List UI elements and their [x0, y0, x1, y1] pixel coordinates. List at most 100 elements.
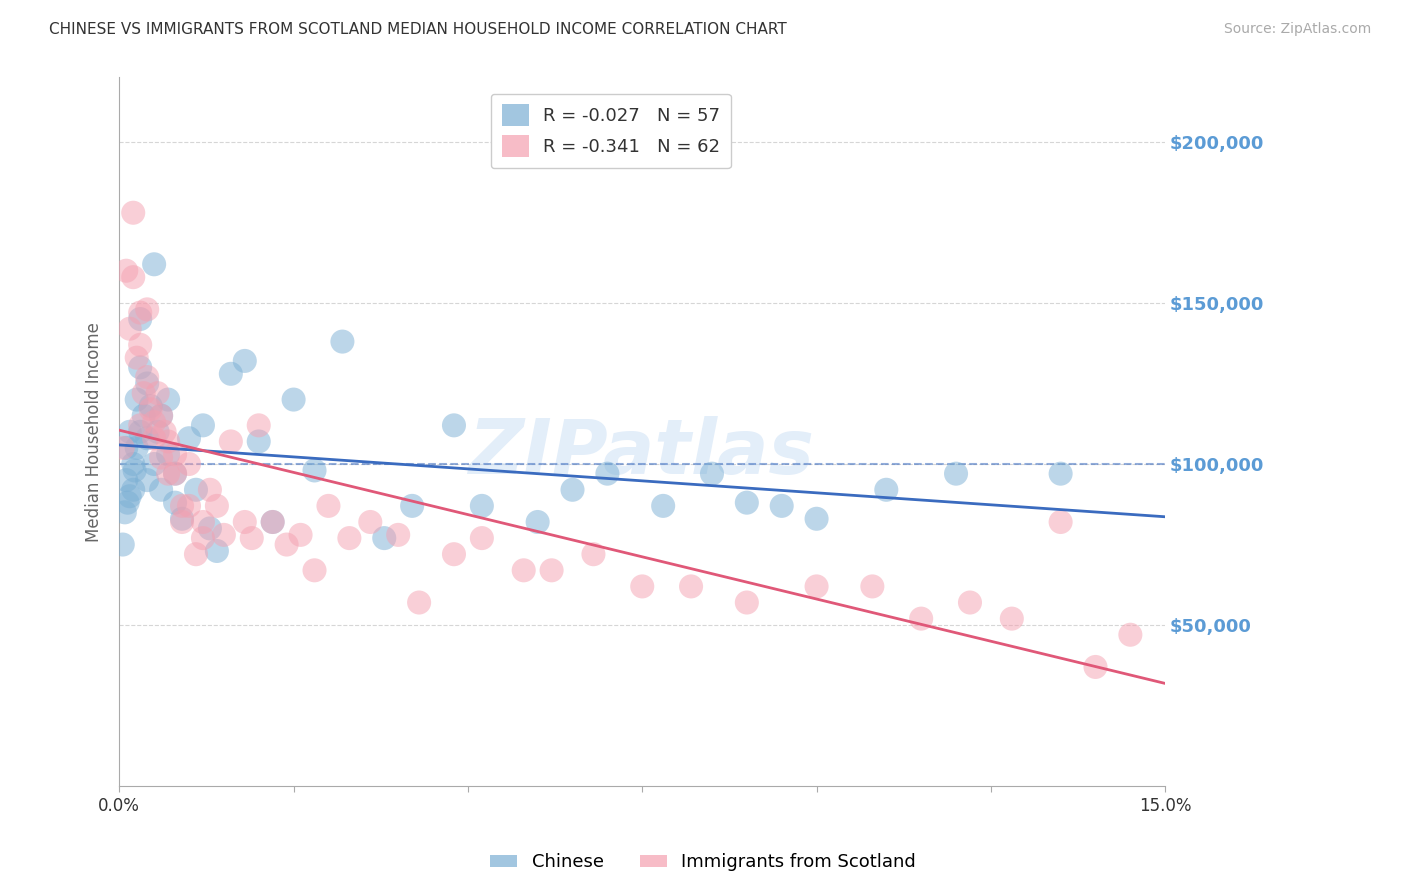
Point: [191, 531, 214, 545]
Point: [170, 499, 193, 513]
Point: [117, 496, 139, 510]
Point: [219, 367, 242, 381]
Point: [150, 450, 173, 465]
Point: [136, 473, 159, 487]
Point: [959, 595, 981, 609]
Legend: R = -0.027   N = 57, R = -0.341   N = 62: R = -0.027 N = 57, R = -0.341 N = 62: [491, 94, 731, 169]
Point: [139, 402, 162, 417]
Point: [304, 563, 326, 577]
Point: [240, 531, 263, 545]
Point: [184, 547, 207, 561]
Point: [198, 521, 221, 535]
Point: [681, 579, 703, 593]
Point: [170, 515, 193, 529]
Point: [136, 302, 159, 317]
Point: [945, 467, 967, 481]
Point: [1049, 515, 1071, 529]
Point: [165, 496, 187, 510]
Point: [143, 457, 166, 471]
Point: [276, 537, 298, 551]
Point: [408, 595, 430, 609]
Point: [561, 483, 583, 497]
Point: [596, 467, 619, 481]
Point: [262, 515, 284, 529]
Point: [247, 418, 270, 433]
Point: [860, 579, 883, 593]
Point: [136, 370, 159, 384]
Text: CHINESE VS IMMIGRANTS FROM SCOTLAND MEDIAN HOUSEHOLD INCOME CORRELATION CHART: CHINESE VS IMMIGRANTS FROM SCOTLAND MEDI…: [49, 22, 787, 37]
Point: [139, 399, 162, 413]
Point: [318, 499, 340, 513]
Point: [233, 354, 256, 368]
Point: [150, 483, 173, 497]
Point: [387, 528, 409, 542]
Point: [122, 205, 145, 219]
Point: [122, 483, 145, 497]
Point: [124, 463, 146, 477]
Point: [143, 415, 166, 429]
Point: [146, 386, 169, 401]
Point: [115, 264, 138, 278]
Point: [129, 425, 152, 439]
Point: [631, 579, 654, 593]
Point: [132, 409, 155, 423]
Point: [177, 431, 200, 445]
Point: [443, 418, 465, 433]
Point: [177, 457, 200, 471]
Point: [735, 496, 758, 510]
Point: [129, 338, 152, 352]
Legend: Chinese, Immigrants from Scotland: Chinese, Immigrants from Scotland: [482, 847, 924, 879]
Point: [526, 515, 548, 529]
Point: [401, 499, 423, 513]
Point: [875, 483, 897, 497]
Point: [125, 392, 148, 407]
Point: [191, 418, 214, 433]
Point: [582, 547, 605, 561]
Point: [471, 499, 494, 513]
Point: [770, 499, 793, 513]
Point: [247, 434, 270, 449]
Text: Source: ZipAtlas.com: Source: ZipAtlas.com: [1223, 22, 1371, 37]
Point: [700, 467, 723, 481]
Point: [157, 447, 180, 461]
Point: [191, 515, 214, 529]
Point: [111, 441, 134, 455]
Point: [114, 505, 136, 519]
Point: [735, 595, 758, 609]
Point: [910, 612, 932, 626]
Point: [205, 499, 228, 513]
Point: [150, 409, 173, 423]
Point: [198, 483, 221, 497]
Point: [212, 528, 235, 542]
Point: [115, 441, 138, 455]
Point: [132, 386, 155, 401]
Point: [262, 515, 284, 529]
Point: [125, 351, 148, 365]
Point: [122, 457, 145, 471]
Point: [129, 305, 152, 319]
Point: [150, 409, 173, 423]
Point: [146, 425, 169, 439]
Point: [165, 467, 187, 481]
Point: [157, 434, 180, 449]
Point: [143, 431, 166, 445]
Point: [129, 312, 152, 326]
Point: [118, 489, 141, 503]
Point: [359, 515, 381, 529]
Point: [165, 467, 187, 481]
Point: [512, 563, 534, 577]
Point: [177, 499, 200, 513]
Point: [125, 441, 148, 455]
Point: [332, 334, 354, 349]
Point: [1001, 612, 1024, 626]
Point: [184, 483, 207, 497]
Point: [129, 418, 152, 433]
Point: [806, 512, 828, 526]
Point: [233, 515, 256, 529]
Point: [157, 467, 180, 481]
Point: [136, 376, 159, 391]
Point: [304, 463, 326, 477]
Point: [1084, 660, 1107, 674]
Text: ZIPatlas: ZIPatlas: [470, 416, 815, 490]
Point: [652, 499, 675, 513]
